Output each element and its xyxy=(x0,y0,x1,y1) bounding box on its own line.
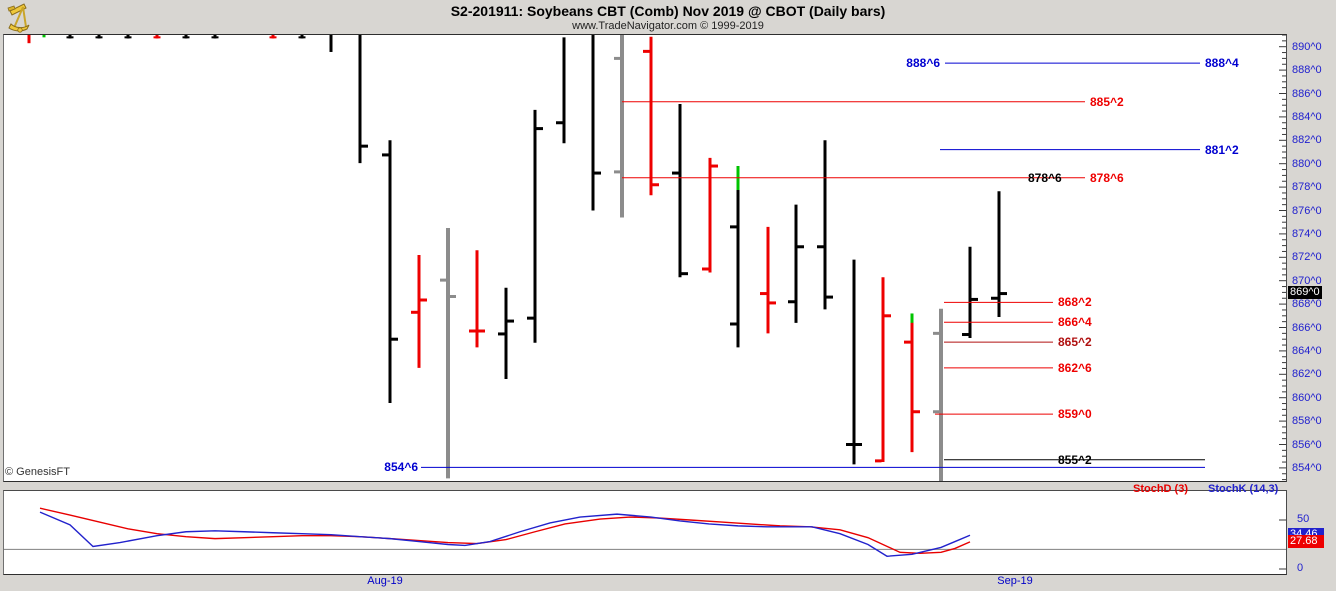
price-bar[interactable] xyxy=(672,104,688,278)
date-axis-label-sep: Sep-19 xyxy=(997,575,1033,587)
price-bar[interactable] xyxy=(614,35,624,218)
price-chart-canvas[interactable] xyxy=(4,35,1286,481)
price-axis-label: 876^0 xyxy=(1292,204,1322,217)
stochd-value-badge: 27.68 xyxy=(1288,534,1324,548)
price-bar[interactable] xyxy=(66,35,74,39)
price-bar[interactable] xyxy=(469,250,485,348)
price-axis-label: 880^0 xyxy=(1292,157,1322,170)
price-axis-label: 882^0 xyxy=(1292,134,1322,147)
price-axis-label: 870^0 xyxy=(1292,274,1322,287)
price-bar[interactable] xyxy=(730,166,740,348)
price-bar[interactable] xyxy=(788,204,804,323)
price-axis-label: 874^0 xyxy=(1292,227,1322,240)
price-axis-ticks xyxy=(1279,35,1286,481)
price-axis-label: 888^0 xyxy=(1292,64,1322,77)
price-bar[interactable] xyxy=(211,35,219,39)
price-bar[interactable] xyxy=(124,35,132,39)
current-price-badge: 869^0 xyxy=(1288,285,1322,299)
price-bar[interactable] xyxy=(269,35,277,39)
stochastic-panel[interactable] xyxy=(3,490,1287,575)
price-axis-label: 860^0 xyxy=(1292,391,1322,404)
stochastic-axis-ticks xyxy=(1279,519,1286,570)
genesisft-copyright: © GenesisFT xyxy=(5,466,70,478)
price-bar[interactable] xyxy=(358,35,368,164)
sextant-logo-icon xyxy=(7,3,30,33)
price-bar[interactable] xyxy=(591,35,601,211)
price-axis-label: 886^0 xyxy=(1292,87,1322,100)
price-bar[interactable] xyxy=(498,287,514,379)
date-axis-label-aug: Aug-19 xyxy=(367,575,403,587)
price-axis-label: 872^0 xyxy=(1292,251,1322,264)
price-chart-panel[interactable] xyxy=(3,34,1287,482)
price-bar[interactable] xyxy=(182,35,190,39)
price-bar[interactable] xyxy=(527,109,543,343)
price-axis-label: 854^0 xyxy=(1292,461,1322,474)
price-bar[interactable] xyxy=(153,35,161,39)
stoch-axis-label-0: 0 xyxy=(1297,562,1304,574)
stoch-axis-label-50: 50 xyxy=(1297,513,1310,525)
chart-title: S2-201911: Soybeans CBT (Comb) Nov 2019 … xyxy=(450,3,886,19)
price-bar[interactable] xyxy=(991,191,1007,317)
price-bar[interactable] xyxy=(556,37,566,144)
price-bar[interactable] xyxy=(95,35,103,39)
price-bar[interactable] xyxy=(817,140,833,310)
price-bar[interactable] xyxy=(904,313,920,453)
price-bar[interactable] xyxy=(298,35,306,39)
stochk-line xyxy=(39,511,971,557)
price-axis-label: 862^0 xyxy=(1292,368,1322,381)
price-bar[interactable] xyxy=(760,226,776,334)
price-axis-label: 864^0 xyxy=(1292,344,1322,357)
price-bar[interactable] xyxy=(875,277,891,463)
stochd-legend-label[interactable]: StochD (3) xyxy=(1133,483,1188,495)
price-bar[interactable] xyxy=(643,36,659,196)
price-axis-label: 856^0 xyxy=(1292,438,1322,451)
stochd-line xyxy=(39,507,971,555)
price-bar[interactable] xyxy=(846,259,862,465)
price-axis-label: 890^0 xyxy=(1292,40,1322,53)
price-bar[interactable] xyxy=(933,308,943,481)
price-bar[interactable] xyxy=(962,246,978,339)
price-bar[interactable] xyxy=(382,140,398,403)
chart-subtitle: www.TradeNavigator.com © 1999-2019 xyxy=(572,20,764,32)
price-axis-label: 868^0 xyxy=(1292,298,1322,311)
price-bar[interactable] xyxy=(702,157,718,273)
price-axis-label: 878^0 xyxy=(1292,181,1322,194)
price-bar[interactable] xyxy=(411,254,427,368)
stochk-legend-label[interactable]: StochK (14,3) xyxy=(1208,483,1279,495)
price-axis-label: 858^0 xyxy=(1292,415,1322,428)
price-axis-label: 884^0 xyxy=(1292,110,1322,123)
stochastic-canvas[interactable] xyxy=(4,491,1286,574)
price-bar[interactable] xyxy=(440,228,456,479)
price-axis-label: 866^0 xyxy=(1292,321,1322,334)
